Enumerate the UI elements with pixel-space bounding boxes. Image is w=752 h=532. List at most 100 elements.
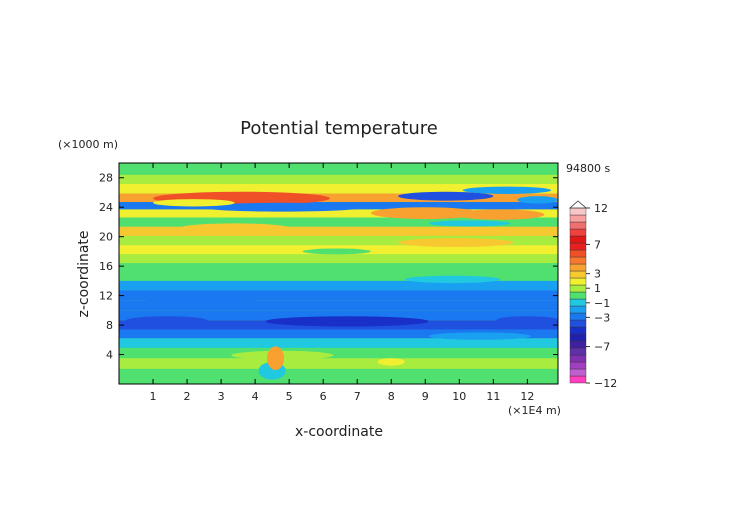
colorbar-swatch: [569, 368, 587, 377]
field-band: [119, 329, 558, 339]
colorbar-swatch: [569, 214, 587, 223]
x-tick-label: 9: [422, 390, 429, 403]
field-band: [119, 163, 558, 175]
field-feature: [180, 223, 290, 233]
field-feature: [265, 316, 429, 327]
field-band: [119, 174, 558, 184]
colorbar-label: −7: [594, 341, 610, 354]
colorbar-swatch: [569, 298, 587, 307]
colorbar-swatch: [569, 291, 587, 300]
field-band: [119, 217, 558, 227]
field-band: [119, 235, 558, 246]
colorbar-swatch: [569, 354, 587, 363]
colorbar-swatch: [569, 284, 587, 293]
colorbar-swatch: [569, 340, 587, 349]
field-band: [119, 290, 558, 301]
colorbar-swatch: [569, 312, 587, 321]
field-band: [119, 358, 558, 369]
colorbar-swatch: [569, 263, 587, 272]
x-tick-label: 5: [286, 390, 293, 403]
x-tick-label: 6: [320, 390, 327, 403]
field-feature: [200, 202, 365, 212]
colorbar-swatch: [569, 207, 587, 216]
x-tick-label: 7: [354, 390, 361, 403]
y-axis-title: z-coordinate: [76, 230, 92, 317]
field-feature: [404, 275, 501, 284]
y-tick-label: 16: [99, 260, 113, 273]
field-feature: [146, 295, 256, 305]
y-axis: 4 8 12 16 20 24 28: [99, 172, 558, 362]
field-feature: [462, 186, 552, 194]
colorbar-label: 12: [594, 202, 608, 215]
colorbar-label: 3: [594, 268, 601, 281]
x-tick-label: 12: [520, 390, 534, 403]
y-tick-label: 8: [106, 319, 113, 332]
colorbar-swatch: [569, 249, 587, 258]
field-feature: [370, 207, 480, 219]
field-band: [119, 183, 558, 194]
field-feature: [455, 209, 545, 220]
field-band: [119, 254, 558, 264]
colorbar-label: −3: [594, 311, 610, 324]
colorbar-swatch: [569, 305, 587, 314]
x-tick-label: 4: [252, 390, 259, 403]
colorbar-swatch: [569, 333, 587, 342]
colorbar-swatch: [569, 242, 587, 251]
x-tick-label: 11: [486, 390, 500, 403]
x-tick-label: 3: [218, 390, 225, 403]
colorbar: 12 7 31 −1−3 −7 −12: [568, 200, 617, 390]
y-tick-label: 12: [99, 290, 113, 303]
field-feature: [153, 199, 235, 207]
x-tick-label: 8: [388, 390, 395, 403]
field-feature: [398, 191, 494, 201]
field-band: [119, 272, 558, 281]
field-band: [119, 300, 558, 311]
x-tick-label: 2: [184, 390, 191, 403]
field-feature: [302, 248, 371, 255]
field-band: [119, 338, 558, 348]
y-tick-label: 20: [99, 231, 113, 244]
colorbar-extend-arrow: [568, 200, 588, 209]
y-tick-label: 28: [99, 172, 113, 185]
colorbar-label: −12: [594, 377, 617, 390]
field-band: [119, 280, 558, 291]
chart-title: Potential temperature: [240, 118, 438, 139]
field-feature: [496, 316, 558, 324]
y-tick-label: 4: [106, 349, 113, 362]
colorbar-swatch: [569, 228, 587, 237]
field-feature: [267, 346, 285, 371]
plot-frame: [118, 162, 559, 385]
field-feature: [517, 196, 559, 204]
colorbar-swatch: [569, 277, 587, 286]
colorbar-label: −1: [594, 297, 610, 310]
field-band: [119, 368, 558, 384]
y-unit-label: (×1000 m): [58, 138, 118, 151]
field-feature: [377, 358, 405, 366]
field-band: [119, 347, 558, 359]
colorbar-label: 7: [594, 238, 601, 251]
colorbar-swatch: [569, 270, 587, 279]
x-axis-title: x-coordinate: [295, 424, 383, 440]
x-tick-label: 10: [452, 390, 466, 403]
field-band: [119, 193, 558, 203]
heatmap-features: [125, 186, 559, 380]
time-label: 94800 s: [566, 162, 610, 175]
colorbar-swatch: [569, 361, 587, 370]
x-unit-label: (×1E4 m): [508, 404, 561, 417]
field-band: [119, 310, 558, 321]
x-axis: 1 2 3 4 5 6 7 8 9 10 11 12: [150, 163, 534, 403]
colorbar-swatch: [569, 256, 587, 265]
y-tick-label: 24: [99, 201, 113, 214]
field-feature: [125, 316, 208, 326]
field-feature: [428, 220, 511, 227]
colorbar-swatch: [569, 326, 587, 335]
field-band: [119, 209, 558, 218]
colorbar-label: 1: [594, 282, 601, 295]
colorbar-swatch: [569, 319, 587, 328]
colorbar-swatch: [569, 221, 587, 230]
x-tick-label: 1: [150, 390, 157, 403]
colorbar-swatch: [569, 235, 587, 244]
field-feature: [398, 238, 514, 247]
